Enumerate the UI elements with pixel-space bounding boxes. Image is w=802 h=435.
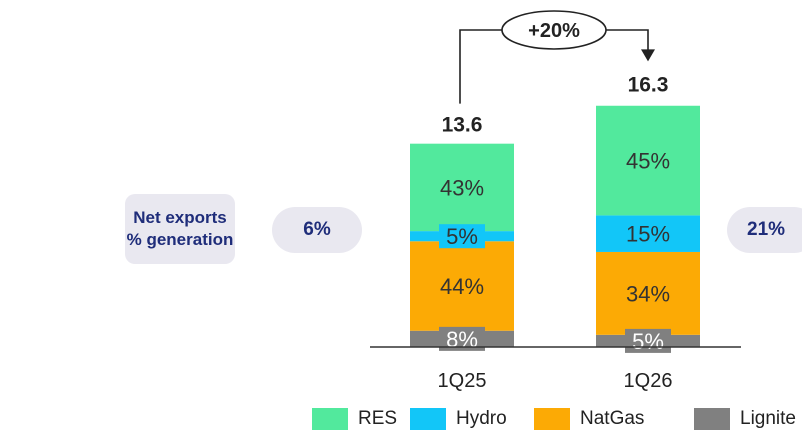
- bar-label-res-1q26: 45%: [626, 149, 670, 174]
- legend-swatch-natgas: [534, 408, 570, 430]
- bar-label-natgas-1q26: 34%: [626, 281, 670, 306]
- legend-item-hydro: Hydro: [410, 407, 507, 431]
- bar-label-bg-hydro-1q25: [439, 224, 485, 249]
- bar-label-lignite-1q25: 8%: [446, 327, 478, 352]
- net-exports-label-box: Net exports % generation: [125, 194, 235, 264]
- bar-label-res-1q25: 43%: [440, 175, 484, 200]
- bar-label-natgas-1q25: 44%: [440, 274, 484, 299]
- x-tick-label-1q25: 1Q25: [438, 370, 487, 392]
- net-exports-value-1q26: 21%: [727, 207, 802, 253]
- growth-badge: [501, 10, 607, 50]
- total-label-1q26: 16.3: [628, 73, 669, 96]
- legend-label-lignite: Lignite: [740, 408, 796, 429]
- bar-segment-natgas-1q25: [410, 241, 514, 331]
- total-label-1q25: 13.6: [442, 114, 483, 137]
- bar-segment-res-1q25: [410, 143, 514, 232]
- legend-swatch-lignite: [694, 408, 730, 430]
- bar-label-hydro-1q25: 5%: [446, 224, 478, 249]
- net-exports-label-line2: % generation: [126, 230, 234, 249]
- bar-segment-hydro-1q26: [596, 215, 700, 252]
- bar-label-hydro-1q26: 15%: [626, 222, 670, 247]
- legend-item-res: RES: [312, 407, 397, 431]
- bar-label-bg-lignite-1q26: [625, 328, 671, 353]
- bar-label-lignite-1q26: 5%: [632, 329, 664, 354]
- bar-segment-res-1q26: [596, 105, 700, 216]
- net-exports-value-1q25: 6%: [272, 207, 362, 253]
- legend-label-res: RES: [358, 408, 398, 429]
- x-tick-label-1q26: 1Q26: [624, 370, 673, 392]
- growth-label: +20%: [528, 20, 580, 42]
- legend-item-lignite: Lignite: [694, 407, 796, 431]
- growth-arrow-head: [641, 49, 655, 62]
- legend-swatch-hydro: [410, 408, 446, 430]
- legend-label-hydro: Hydro: [456, 408, 507, 429]
- legend-label-natgas: NatGas: [580, 408, 645, 429]
- legend-swatch-res: [312, 408, 348, 430]
- bar-segment-natgas-1q26: [596, 251, 700, 335]
- net-exports-label-line1: Net exports: [133, 208, 227, 227]
- legend-item-natgas: NatGas: [534, 407, 644, 431]
